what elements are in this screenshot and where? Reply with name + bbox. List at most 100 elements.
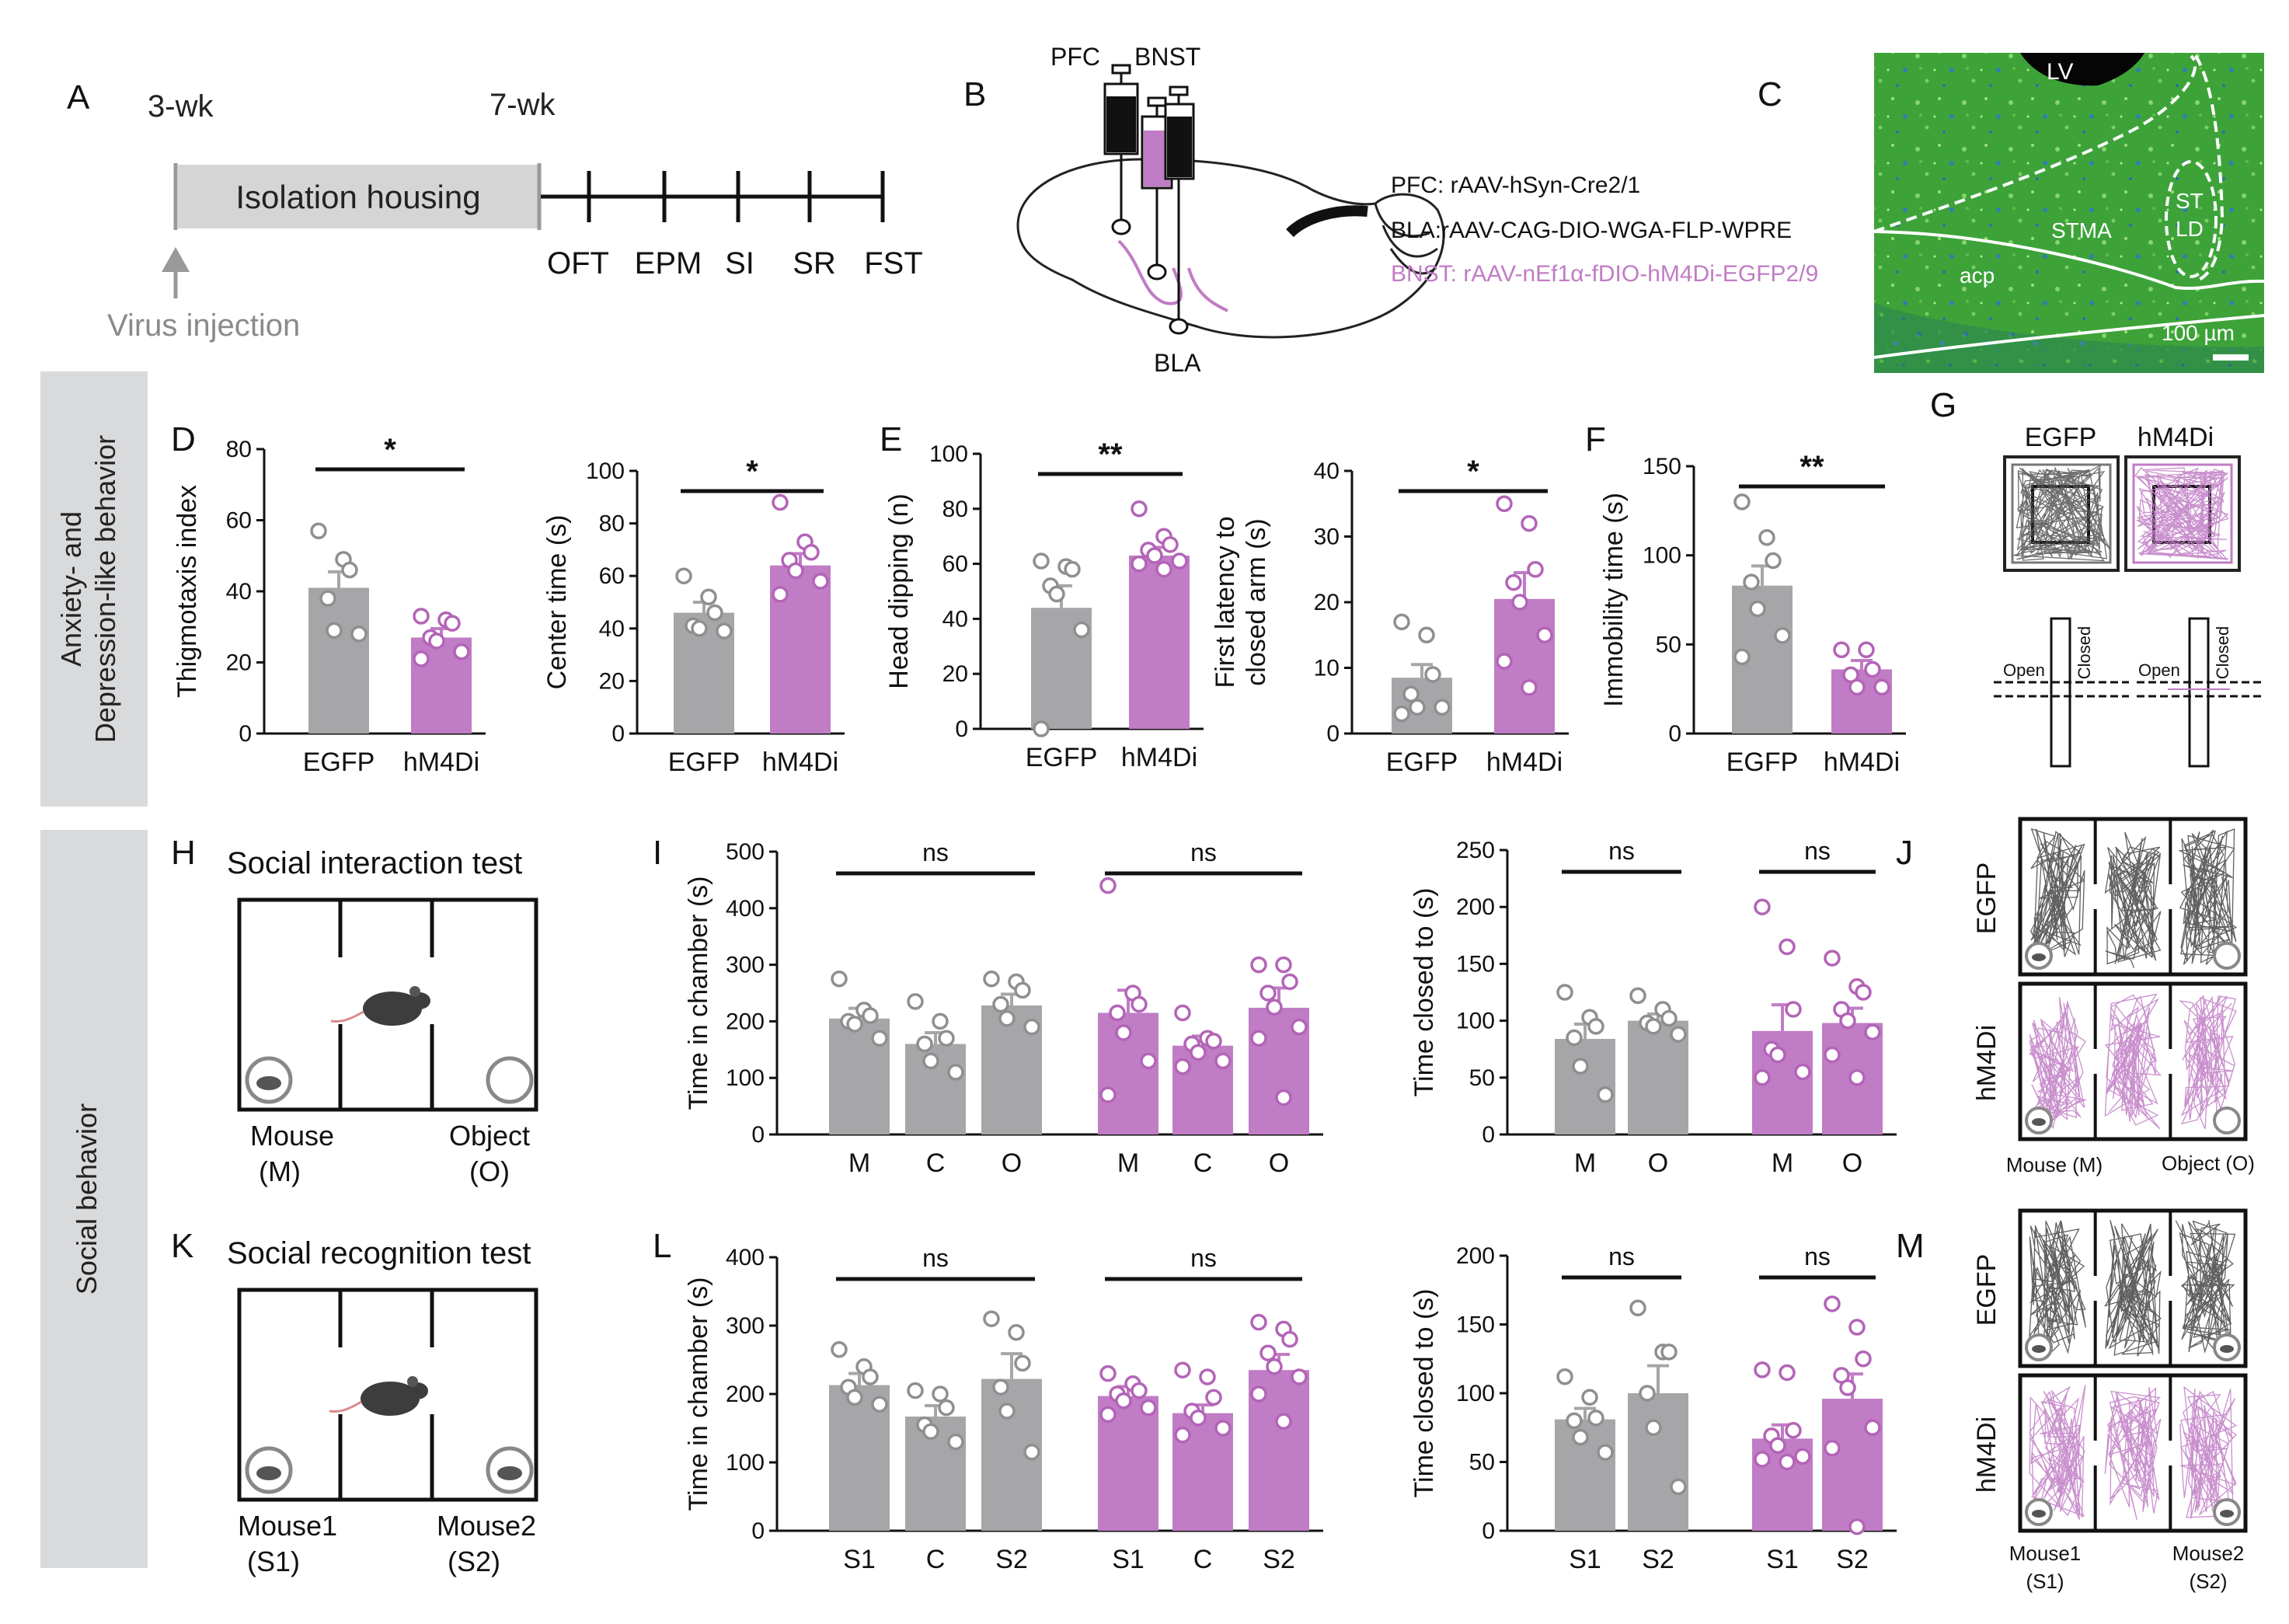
data-point [1266, 998, 1283, 1016]
y-tick-label: 100 [586, 458, 625, 484]
data-point [1250, 956, 1267, 974]
data-point [1629, 987, 1646, 1005]
isolation-housing-label: Isolation housing [235, 179, 480, 215]
timeline-end-label: 7-wk [490, 88, 556, 122]
data-point [1848, 678, 1866, 696]
pfc-label: PFC [1050, 43, 1100, 71]
sr-left-sub: (S1) [247, 1546, 300, 1577]
data-point [1769, 1046, 1786, 1064]
si-left-label: Mouse [250, 1120, 334, 1152]
y-tick-label: 400 [726, 1245, 765, 1270]
data-point [1174, 1361, 1191, 1378]
scale-bar [2213, 354, 2249, 361]
isolation-housing-box [177, 165, 539, 228]
data-point [1190, 1410, 1207, 1427]
data-point [1424, 666, 1441, 683]
mouse-icon [2032, 1510, 2046, 1518]
x-tick-label: O [1002, 1148, 1022, 1178]
mouse-icon [2032, 1345, 2046, 1353]
x-tick-label: EGFP [303, 748, 375, 777]
data-point [1779, 938, 1796, 956]
object-cup-icon [2213, 942, 2241, 970]
data-point [1131, 1382, 1148, 1399]
x-tick-label: C [926, 1148, 946, 1178]
data-point [1660, 1343, 1678, 1361]
mouse-icon [2220, 1510, 2234, 1518]
y-tick-label: 40 [942, 606, 968, 632]
panel-letter-M: M [1896, 1227, 1925, 1265]
epm-open-label-hm4di: Open [2138, 660, 2180, 680]
data-point [1393, 613, 1410, 631]
movement-trace [2013, 465, 2110, 562]
data-point [922, 1052, 939, 1070]
data-point [413, 650, 430, 667]
movement-trace [2179, 995, 2237, 1130]
label-stma: STMA [2051, 218, 2112, 242]
data-point [1785, 1422, 1802, 1439]
chart-sr_time_closed: 0 50 100 150 200 Time closed to (s) S1 S2 S1 S2 ns… [1409, 1242, 1897, 1574]
data-point [1033, 720, 1050, 737]
data-point [1073, 621, 1090, 639]
data-point [862, 1007, 879, 1024]
virus-legend-bnst: BNST: rAAV-nEf1α-fDIO-hM4Di-EGFP2/9 [1391, 261, 1818, 287]
data-point [907, 993, 924, 1010]
data-point [1171, 552, 1188, 570]
data-point [1174, 1058, 1191, 1075]
panel-letter-E: E [880, 420, 902, 458]
boundary-solid-lower [1873, 314, 2265, 359]
y-tick-label: 60 [599, 563, 625, 589]
data-point [1597, 1086, 1614, 1103]
data-point [350, 626, 368, 643]
data-point [1521, 514, 1538, 532]
y-axis-label: Time in chamber (s) [684, 876, 713, 1110]
side-label-anxiety-line2: Depression-like behavior [89, 435, 121, 743]
m-left-sub: (S1) [2026, 1570, 2064, 1593]
data-point [846, 1389, 863, 1406]
data-point [1409, 699, 1426, 716]
data-point [1434, 699, 1451, 716]
data-point [1824, 950, 1841, 967]
chart-immobility: 0 50 100 150 Immobility time (s) EGFP hM4Di ** [1599, 450, 1906, 777]
x-tick-label: hM4Di [1121, 743, 1197, 772]
x-tick-label: C [1193, 1545, 1213, 1574]
data-point [1014, 1354, 1031, 1372]
panel-letter-I: I [653, 834, 662, 872]
data-point [1749, 600, 1766, 618]
data-point [1566, 1412, 1583, 1430]
sr-center-mouse-icon [329, 1376, 428, 1416]
si-left-sub: (M) [259, 1155, 301, 1187]
data-point [1281, 1330, 1298, 1348]
x-tick-label: S1 [1112, 1545, 1144, 1574]
x-tick-label: M [848, 1148, 870, 1178]
x-tick-label: hM4Di [1486, 748, 1563, 777]
test-label-si: SI [725, 246, 754, 281]
panel-letter-G: G [1930, 386, 1956, 424]
bar [308, 587, 369, 734]
movement-trace [2178, 828, 2238, 965]
panel-letters: A B C D E F G H I J K L M [67, 75, 1956, 1265]
data-point [1855, 1350, 1872, 1368]
j-row-label-hm4di: hM4Di [1972, 1025, 2002, 1101]
bar [1129, 555, 1190, 729]
data-point [1779, 1364, 1796, 1382]
data-point [772, 586, 789, 603]
data-point [1833, 641, 1850, 658]
oft-track-hm4di [2124, 455, 2241, 572]
data-point [803, 544, 820, 561]
chart-sr_time_chamber: 0 100 200 300 400 Time in chamber (s) S1 C S2 S1 C… [684, 1244, 1323, 1574]
y-tick-label: 20 [942, 661, 968, 687]
data-point [1873, 678, 1890, 696]
x-tick-label: C [926, 1545, 946, 1574]
data-point [907, 1382, 924, 1399]
data-point [831, 971, 848, 988]
movement-trace [2029, 996, 2088, 1130]
j-left-label: Mouse (M) [2006, 1153, 2103, 1176]
data-point [1848, 1069, 1866, 1086]
m-right-sub: (S2) [2189, 1570, 2227, 1593]
m-row-label-hm4di: hM4Di [1972, 1417, 2002, 1493]
data-point [1536, 626, 1553, 643]
data-point [1733, 648, 1751, 666]
data-point [998, 1010, 1016, 1027]
data-point [992, 995, 1009, 1013]
epm-schematic-egfp: Open Closed [1994, 617, 2129, 768]
